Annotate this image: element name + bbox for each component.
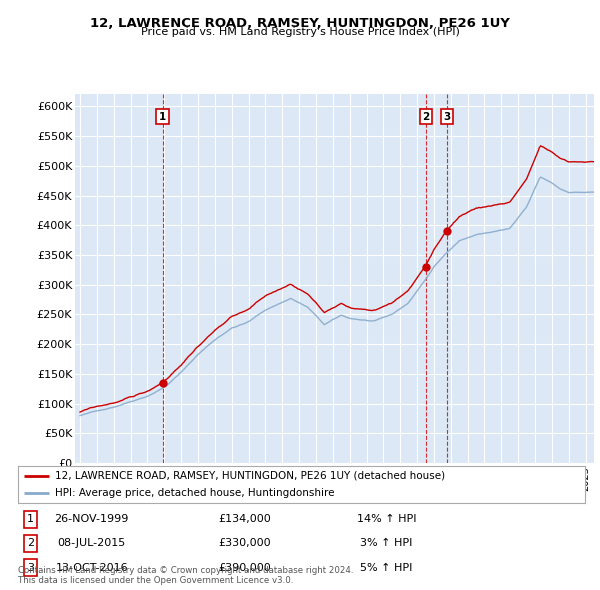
Text: 13-OCT-2016: 13-OCT-2016 bbox=[55, 562, 128, 572]
Text: 1: 1 bbox=[27, 514, 34, 525]
Text: 26-NOV-1999: 26-NOV-1999 bbox=[55, 514, 129, 525]
Text: Price paid vs. HM Land Registry's House Price Index (HPI): Price paid vs. HM Land Registry's House … bbox=[140, 27, 460, 37]
Text: 12, LAWRENCE ROAD, RAMSEY, HUNTINGDON, PE26 1UY: 12, LAWRENCE ROAD, RAMSEY, HUNTINGDON, P… bbox=[90, 17, 510, 30]
Text: 2: 2 bbox=[27, 539, 34, 548]
Text: 1: 1 bbox=[159, 112, 166, 122]
Text: 08-JUL-2015: 08-JUL-2015 bbox=[58, 539, 126, 548]
Text: £134,000: £134,000 bbox=[218, 514, 271, 525]
Text: 12, LAWRENCE ROAD, RAMSEY, HUNTINGDON, PE26 1UY (detached house): 12, LAWRENCE ROAD, RAMSEY, HUNTINGDON, P… bbox=[55, 471, 445, 480]
Text: 3: 3 bbox=[443, 112, 451, 122]
Text: 3: 3 bbox=[27, 562, 34, 572]
Text: Contains HM Land Registry data © Crown copyright and database right 2024.
This d: Contains HM Land Registry data © Crown c… bbox=[18, 566, 353, 585]
Text: HPI: Average price, detached house, Huntingdonshire: HPI: Average price, detached house, Hunt… bbox=[55, 488, 334, 497]
Text: 3% ↑ HPI: 3% ↑ HPI bbox=[361, 539, 413, 548]
Text: £330,000: £330,000 bbox=[218, 539, 271, 548]
Text: 14% ↑ HPI: 14% ↑ HPI bbox=[357, 514, 416, 525]
Text: 5% ↑ HPI: 5% ↑ HPI bbox=[361, 562, 413, 572]
Text: 2: 2 bbox=[422, 112, 430, 122]
Text: £390,000: £390,000 bbox=[218, 562, 271, 572]
